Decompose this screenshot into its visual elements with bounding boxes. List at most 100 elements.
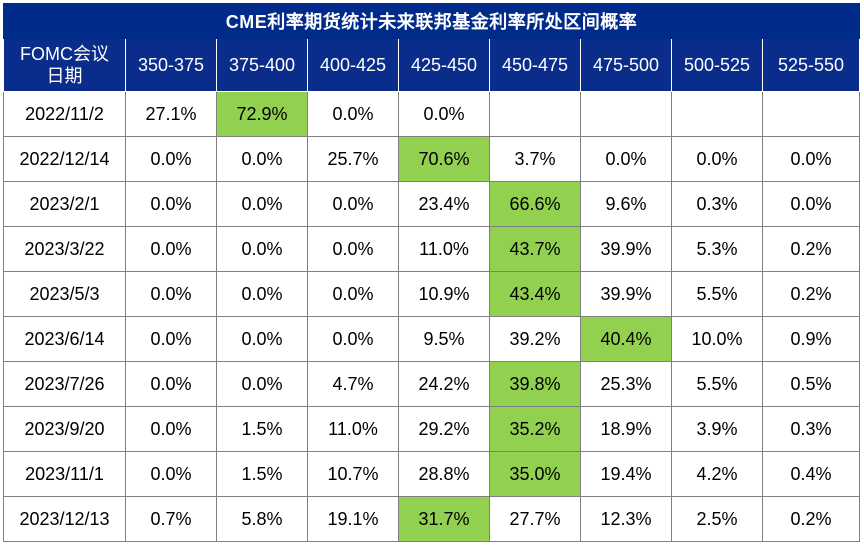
probability-cell: 39.8% — [489, 361, 581, 407]
probability-cell: 10.7% — [307, 451, 399, 497]
probability-cell: 0.0% — [307, 271, 399, 317]
probability-cell: 70.6% — [398, 136, 490, 182]
probability-cell: 0.0% — [125, 136, 217, 182]
column-header-350-375: 350-375 — [125, 38, 217, 92]
probability-cell: 27.7% — [489, 496, 581, 542]
probability-cell: 35.0% — [489, 451, 581, 497]
probability-cell — [489, 91, 581, 137]
probability-cell — [671, 91, 763, 137]
probability-cell: 25.3% — [580, 361, 672, 407]
meeting-date-cell: 2023/11/1 — [3, 451, 126, 497]
meeting-date-cell: 2023/2/1 — [3, 181, 126, 227]
probability-cell: 5.8% — [216, 496, 308, 542]
column-header-400-425: 400-425 — [307, 38, 399, 92]
probability-cell: 3.7% — [489, 136, 581, 182]
probability-cell: 0.0% — [307, 91, 399, 137]
meeting-date-cell: 2023/3/22 — [3, 226, 126, 272]
probability-cell: 0.4% — [761, 451, 861, 497]
probability-cell: 5.3% — [671, 226, 763, 272]
probability-cell: 4.2% — [671, 451, 763, 497]
probability-cell: 0.0% — [216, 316, 308, 362]
probability-cell: 0.2% — [761, 496, 861, 542]
column-header-425-450: 425-450 — [398, 38, 490, 92]
probability-cell: 10.9% — [398, 271, 490, 317]
probability-cell: 31.7% — [398, 496, 490, 542]
probability-cell: 0.9% — [761, 316, 861, 362]
column-header-475-500: 475-500 — [580, 38, 672, 92]
probability-cell: 0.7% — [125, 496, 217, 542]
header-fomc-date-line2: 日期 — [46, 66, 83, 86]
probability-cell: 0.2% — [761, 271, 861, 317]
probability-cell: 0.0% — [307, 316, 399, 362]
table-row: 2023/12/13 0.7% 5.8% 19.1% 31.7% 27.7% 12.3% 2.… — [3, 496, 861, 542]
header-fomc-date: FOMC会议 日期 — [3, 38, 126, 92]
probability-cell: 10.0% — [671, 316, 763, 362]
probability-cell: 11.0% — [398, 226, 490, 272]
table-row: 2023/3/22 0.0% 0.0% 0.0% 11.0% 43.7% 39.9% 5.3%… — [3, 226, 861, 272]
probability-cell: 4.7% — [307, 361, 399, 407]
probability-cell: 0.2% — [761, 226, 861, 272]
table-row: 2023/5/3 0.0% 0.0% 0.0% 10.9% 43.4% 39.9% 5.5% 0… — [3, 271, 861, 317]
probability-cell: 0.0% — [216, 271, 308, 317]
probability-cell: 28.8% — [398, 451, 490, 497]
table-row: 2022/12/14 0.0% 0.0% 25.7% 70.6% 3.7% 0.0% 0.0%… — [3, 136, 861, 182]
probability-cell: 0.3% — [761, 406, 861, 452]
probability-cell: 0.0% — [125, 271, 217, 317]
probability-cell: 5.5% — [671, 361, 763, 407]
column-header-525-550: 525-550 — [761, 38, 861, 92]
column-header-500-525: 500-525 — [671, 38, 763, 92]
table-title: CME利率期货统计未来联邦基金利率所处区间概率 — [2, 3, 861, 39]
probability-cell: 0.0% — [216, 181, 308, 227]
column-header-450-475: 450-475 — [489, 38, 581, 92]
probability-cell: 0.0% — [307, 181, 399, 227]
probability-cell: 39.9% — [580, 226, 672, 272]
table-row: 2023/11/1 0.0% 1.5% 10.7% 28.8% 35.0% 19.4% 4.2… — [3, 451, 861, 497]
probability-cell: 43.7% — [489, 226, 581, 272]
table-row: 2023/7/26 0.0% 0.0% 4.7% 24.2% 39.8% 25.3% 5.5%… — [3, 361, 861, 407]
probability-cell: 3.9% — [671, 406, 763, 452]
probability-cell: 43.4% — [489, 271, 581, 317]
probability-cell: 0.0% — [125, 316, 217, 362]
table-row: 2023/6/14 0.0% 0.0% 0.0% 9.5% 39.2% 40.4% 10.0%… — [3, 316, 861, 362]
probability-cell: 9.6% — [580, 181, 672, 227]
probability-cell: 72.9% — [216, 91, 308, 137]
probability-cell: 40.4% — [580, 316, 672, 362]
probability-cell: 1.5% — [216, 406, 308, 452]
probability-cell: 0.0% — [216, 361, 308, 407]
header-fomc-date-line1: FOMC会议 — [20, 44, 109, 64]
probability-cell — [761, 91, 861, 137]
column-header-row: FOMC会议 日期 350-375 375-400 400-425 425-450 45… — [3, 38, 861, 92]
column-header-375-400: 375-400 — [216, 38, 308, 92]
probability-cell: 0.0% — [307, 226, 399, 272]
table-body: 2022/11/2 27.1% 72.9% 0.0% 0.0% 2022/12/14 0.0… — [3, 91, 861, 542]
meeting-date-cell: 2023/5/3 — [3, 271, 126, 317]
probability-cell: 0.3% — [671, 181, 763, 227]
probability-table-container: CME利率期货统计未来联邦基金利率所处区间概率 FOMC会议 日期 350-37… — [2, 3, 861, 549]
probability-cell: 11.0% — [307, 406, 399, 452]
probability-cell: 12.3% — [580, 496, 672, 542]
table-row: 2022/11/2 27.1% 72.9% 0.0% 0.0% — [3, 91, 861, 137]
probability-cell: 0.0% — [580, 136, 672, 182]
meeting-date-cell: 2022/12/14 — [3, 136, 126, 182]
meeting-date-cell: 2023/12/13 — [3, 496, 126, 542]
probability-cell — [580, 91, 672, 137]
probability-cell: 19.1% — [307, 496, 399, 542]
meeting-date-cell: 2023/9/20 — [3, 406, 126, 452]
probability-cell: 0.0% — [216, 136, 308, 182]
probability-cell: 0.0% — [125, 406, 217, 452]
probability-cell: 0.0% — [125, 451, 217, 497]
probability-cell: 29.2% — [398, 406, 490, 452]
probability-cell: 1.5% — [216, 451, 308, 497]
probability-cell: 2.5% — [671, 496, 763, 542]
probability-cell: 19.4% — [580, 451, 672, 497]
probability-cell: 0.0% — [398, 91, 490, 137]
probability-cell: 5.5% — [671, 271, 763, 317]
probability-cell: 39.9% — [580, 271, 672, 317]
meeting-date-cell: 2022/11/2 — [3, 91, 126, 137]
rate-probability-table: CME利率期货统计未来联邦基金利率所处区间概率 FOMC会议 日期 350-37… — [2, 3, 861, 542]
probability-cell: 27.1% — [125, 91, 217, 137]
probability-cell: 39.2% — [489, 316, 581, 362]
probability-cell: 25.7% — [307, 136, 399, 182]
probability-cell: 0.0% — [761, 181, 861, 227]
probability-cell: 18.9% — [580, 406, 672, 452]
